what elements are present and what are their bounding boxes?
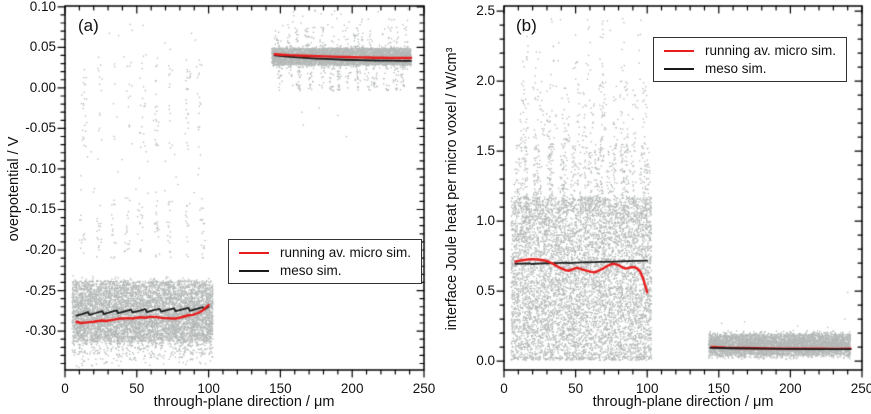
y-tick-label: -0.25 xyxy=(25,282,56,298)
red-line-swatch-icon xyxy=(664,49,694,52)
x-tick-label: 250 xyxy=(850,381,871,396)
legend-label-micro: running av. micro sim. xyxy=(705,43,837,58)
x-tick-label: 200 xyxy=(779,381,802,396)
panel-b-legend: running av. micro sim. meso sim. xyxy=(653,37,848,82)
red-line-swatch-icon xyxy=(239,251,269,254)
legend-entry-meso: meso sim. xyxy=(239,263,411,278)
y-tick-label: 2.5 xyxy=(476,3,495,19)
x-tick-label: 0 xyxy=(500,381,508,396)
x-tick-label: 100 xyxy=(197,381,220,396)
y-tick-label: 0.10 xyxy=(29,0,56,14)
black-line-swatch-icon xyxy=(239,269,269,272)
panel-a-letter: (a) xyxy=(78,16,99,35)
panel-a-legend: running av. micro sim. meso sim. xyxy=(228,239,423,284)
y-tick-label: 2.0 xyxy=(476,73,495,89)
panel-b-letter: (b) xyxy=(516,16,537,35)
panel-a-y-axis-title: overpotential / V xyxy=(6,136,22,242)
y-tick-label: 0.00 xyxy=(29,79,56,95)
x-tick-label: 50 xyxy=(129,381,145,396)
legend-entry-micro: running av. micro sim. xyxy=(664,43,836,58)
black-line-swatch-icon xyxy=(664,67,694,70)
y-tick-label: 1.5 xyxy=(476,143,495,159)
x-tick-label: 100 xyxy=(635,381,659,396)
y-tick-label: -0.10 xyxy=(25,160,56,176)
x-tick-label: 250 xyxy=(412,381,436,396)
x-tick-label: 50 xyxy=(568,381,584,396)
panel-a-x-axis-title: through-plane direction / μm xyxy=(153,394,335,410)
x-tick-label: 150 xyxy=(707,381,731,396)
legend-label-meso: meso sim. xyxy=(705,61,767,76)
y-tick-label: 0.05 xyxy=(29,39,56,55)
x-tick-label: 0 xyxy=(61,381,69,396)
legend-label-meso: meso sim. xyxy=(280,263,342,278)
y-tick-label: 0.5 xyxy=(476,283,495,299)
legend-entry-meso: meso sim. xyxy=(664,61,836,76)
y-tick-label: -0.30 xyxy=(25,323,56,339)
x-tick-label: 200 xyxy=(340,381,364,396)
y-tick-label: 0.0 xyxy=(476,353,495,369)
panel-b-x-axis-title: through-plane direction / μm xyxy=(592,394,774,410)
legend-entry-micro: running av. micro sim. xyxy=(239,245,411,260)
legend-label-micro: running av. micro sim. xyxy=(280,245,412,260)
y-tick-label: -0.05 xyxy=(25,120,56,136)
y-tick-label: -0.20 xyxy=(25,242,56,258)
x-tick-label: 150 xyxy=(269,381,292,396)
y-tick-label: 1.0 xyxy=(476,213,495,229)
y-tick-label: -0.15 xyxy=(25,201,56,217)
